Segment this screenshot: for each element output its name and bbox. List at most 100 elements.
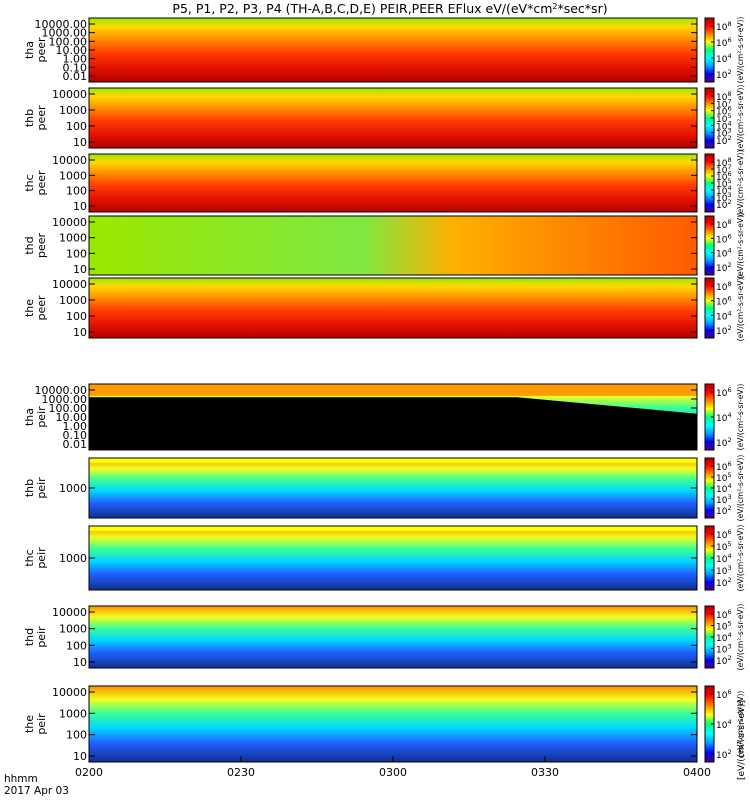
- x-tick-label: 0330: [531, 766, 559, 779]
- colorbar-tick-label: 106: [716, 232, 732, 245]
- colorbar-tick-label: 103: [716, 564, 732, 577]
- panel-probe-label: thc: [23, 549, 36, 566]
- colorbar-unit-label: [eV/(cm²-s-sr-eV)]: [737, 700, 747, 780]
- colorbar-tick-label: 107: [716, 97, 732, 110]
- colorbar-tick-label: 106: [716, 170, 732, 183]
- y-tick-label: 1000: [59, 707, 87, 720]
- colorbar-tick-label: 104: [716, 631, 732, 644]
- y-tick-label: 100.00: [49, 402, 88, 415]
- spectrogram-gap: [89, 397, 697, 450]
- y-tick-label: 10: [73, 136, 87, 149]
- panel-frame: [88, 215, 698, 276]
- y-tick-label: 0.10: [63, 61, 88, 74]
- y-tick-label: 1000: [59, 482, 87, 495]
- colorbar-tick-label: 102: [716, 576, 732, 589]
- panel-frame: [88, 605, 698, 669]
- panel-species-label: peir: [35, 477, 48, 499]
- panel-stack: 10000.001000.00100.0010.001.000.100.01th…: [23, 17, 745, 763]
- y-tick-label: 100: [66, 729, 87, 742]
- colorbar-tick-label: 108: [716, 20, 732, 33]
- colorbar-tick-label: 102: [716, 324, 732, 337]
- y-tick-label: 1000: [59, 169, 87, 182]
- panel-probe-label: thb: [23, 109, 36, 127]
- y-tick-label: 100.00: [49, 35, 88, 48]
- colorbar-tick-label: 107: [716, 163, 732, 176]
- colorbar: [704, 215, 715, 276]
- colorbar-label: (eV/(cm²-s-sr-eV)): [736, 150, 745, 217]
- colorbar-tick-label: 102: [716, 654, 732, 667]
- y-tick-label: 0.10: [63, 429, 88, 442]
- colorbar-tick-label: 106: [716, 295, 732, 308]
- panel-probe-label: thc: [23, 174, 36, 191]
- colorbar-tick-label: 103: [716, 191, 732, 204]
- colorbar-tick-label: 106: [716, 528, 732, 541]
- colorbar-tick-label: 106: [716, 608, 732, 621]
- colorbar-tick-label: 108: [716, 156, 732, 169]
- y-tick-label: 10000: [52, 686, 87, 699]
- y-tick-label: 0.01: [63, 70, 88, 83]
- y-tick-label: 10: [73, 656, 87, 669]
- y-tick-label: 10000: [52, 606, 87, 619]
- colorbar-label: (eV/(cm²-s-sr-eV)): [736, 275, 745, 342]
- colorbar-tick-label: 102: [716, 748, 732, 761]
- spectrogram-band: [89, 384, 697, 396]
- colorbar-label: (eV/(cm²-s-sr-eV)): [736, 525, 745, 592]
- y-tick-label: 1000: [59, 294, 87, 307]
- colorbar-label: (eV/(cm²-s-sr-eV)): [736, 17, 745, 84]
- y-tick-label: 10000: [52, 216, 87, 229]
- colorbar-tick-label: 105: [716, 471, 732, 484]
- colorbar-tick-label: 102: [716, 504, 732, 517]
- panel-frame: [88, 153, 698, 213]
- x-tick-label: 0300: [379, 766, 407, 779]
- panel-species-label: peir: [35, 626, 48, 648]
- x-tick-label: 0200: [75, 766, 103, 779]
- panel-probe-label: tha: [23, 408, 36, 426]
- y-tick-label: 10000: [52, 154, 87, 167]
- colorbar-tick-label: 102: [716, 261, 732, 274]
- spectrogram-image: [89, 686, 697, 762]
- colorbar-tick-label: 102: [716, 436, 732, 449]
- colorbar-tick-label: 104: [716, 184, 732, 197]
- y-tick-label: 1.00: [63, 53, 88, 66]
- colorbar-tick-label: 104: [716, 247, 732, 260]
- panel-species-label: peer: [35, 295, 48, 321]
- panel-species-label: peir: [35, 547, 48, 569]
- panel-species-label: peir: [35, 713, 48, 735]
- y-tick-label: 100: [66, 120, 87, 133]
- colorbar-tick-label: 102: [716, 198, 732, 211]
- y-tick-label: 100: [66, 247, 87, 260]
- y-tick-label: 10000.00: [35, 384, 88, 397]
- chart-title: P5, P1, P2, P3, P4 (TH-A,B,C,D,E) PEIR,P…: [172, 1, 607, 16]
- colorbar-tick-label: 108: [716, 280, 732, 293]
- colorbar-tick-label: 105: [716, 620, 732, 633]
- panel-species-label: peer: [35, 37, 48, 63]
- colorbar-tick-label: 106: [716, 688, 732, 701]
- y-tick-label: 10: [73, 200, 87, 213]
- y-tick-label: 10.00: [56, 411, 88, 424]
- spectrogram-panel: 10000 1000 100 10 thc peer 1021031041051061071…: [23, 150, 745, 217]
- spectrogram-image: [89, 88, 697, 148]
- x-date-label: 2017 Apr 03: [4, 785, 69, 797]
- spectrogram-image: [89, 154, 697, 212]
- y-tick-label: 10000: [52, 278, 87, 291]
- colorbar-tick-label: 106: [716, 36, 732, 49]
- y-tick-label: 10000.00: [35, 18, 88, 31]
- y-tick-label: 10: [73, 750, 87, 763]
- colorbar-tick-label: 102: [716, 68, 732, 81]
- colorbar-tick-label: 104: [716, 119, 732, 132]
- colorbar-label: (eV/(cm²-s-sr-eV)): [736, 212, 745, 279]
- colorbar-tick-label: 108: [716, 218, 732, 231]
- panel-probe-label: the: [23, 715, 36, 733]
- spectrogram-image: [89, 216, 697, 275]
- spectrogram-panel: 10000 1000 100 10 thb peer 1021031041051061071…: [23, 85, 745, 152]
- colorbar-tick-label: 103: [716, 643, 732, 656]
- panel-frame: [88, 87, 698, 149]
- panel-probe-label: the: [23, 299, 36, 317]
- colorbar-tick-label: 103: [716, 127, 732, 140]
- colorbar-tick-label: 104: [716, 309, 732, 322]
